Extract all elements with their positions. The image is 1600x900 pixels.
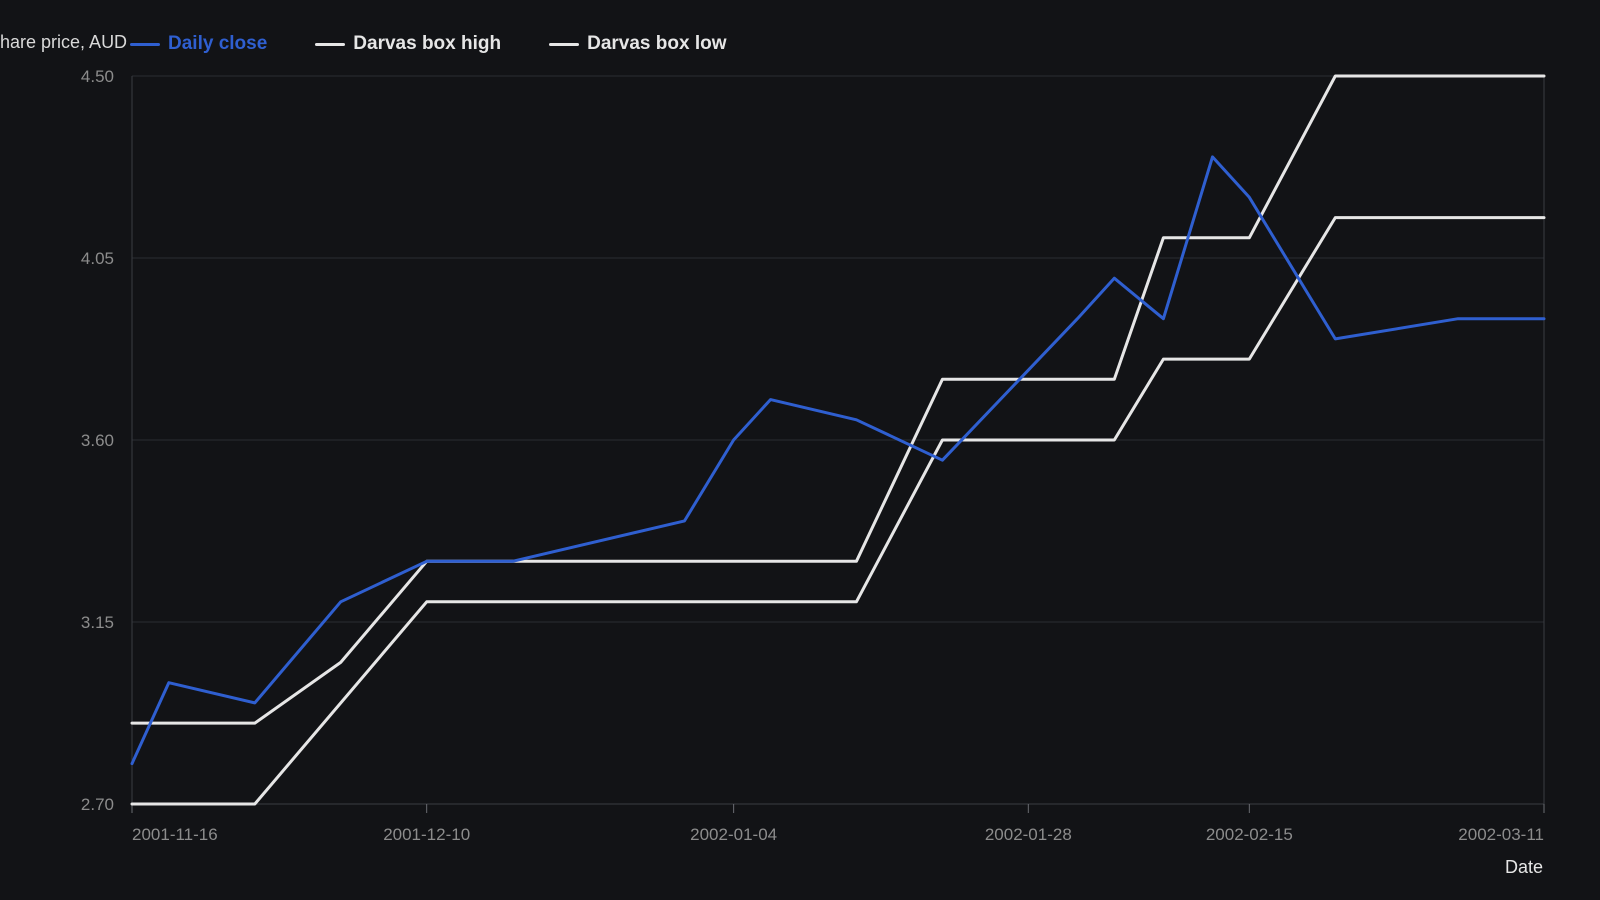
x-tick-label: 2001-12-10 — [383, 825, 470, 844]
legend: Daily close Darvas box high Darvas box l… — [130, 33, 775, 55]
x-tick-label: 2002-01-28 — [985, 825, 1072, 844]
legend-swatch-darvas-high — [315, 42, 346, 46]
legend-item-daily-close[interactable]: Daily close — [130, 33, 267, 55]
y-tick-label: 4.05 — [81, 249, 114, 268]
y-axis-label: Share price, AUD — [0, 32, 128, 52]
legend-label-darvas-high: Darvas box high — [353, 33, 502, 54]
x-tick-label: 2002-01-04 — [690, 825, 777, 844]
legend-label-darvas-low: Darvas box low — [587, 33, 727, 54]
series-line-darvas-box-high — [130, 74, 1546, 725]
y-tick-label: 4.50 — [81, 67, 114, 86]
legend-swatch-darvas-low — [549, 42, 580, 46]
legend-item-darvas-low[interactable]: Darvas box low — [549, 33, 727, 55]
legend-swatch-daily-close — [130, 42, 160, 46]
x-tick-label: 2002-03-11 — [1458, 825, 1544, 844]
x-tick-label: 2002-02-15 — [1206, 825, 1293, 844]
series-line-darvas-box-low — [130, 216, 1546, 806]
legend-label-daily-close: Daily close — [168, 33, 268, 54]
legend-item-darvas-high[interactable]: Darvas box high — [315, 33, 501, 55]
y-tick-label: 2.70 — [81, 795, 114, 814]
x-axis-label: Date — [1504, 857, 1543, 877]
y-tick-label: 3.15 — [81, 613, 114, 632]
x-tick-label: 2001-11-16 — [132, 825, 218, 844]
series-line-daily-close — [130, 155, 1546, 766]
y-tick-label: 3.60 — [81, 431, 114, 450]
